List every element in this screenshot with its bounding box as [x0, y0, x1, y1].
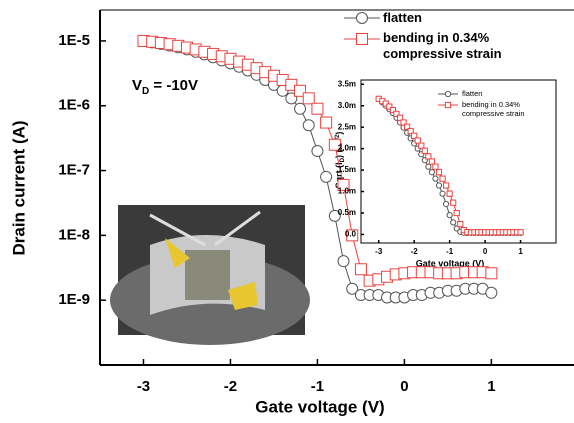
annotation: VD = -10V [132, 77, 198, 97]
photo-probe [149, 213, 206, 247]
data-point [346, 229, 359, 242]
x-tick-label: -1 [446, 247, 454, 256]
data-point [432, 175, 439, 182]
y-tick-label: 2.5m [338, 122, 356, 131]
photo-probe [214, 210, 261, 247]
y-tick-label: 1E-5 [58, 32, 90, 49]
data-point [442, 182, 450, 189]
x-tick-label: -3 [137, 378, 150, 395]
x-tick-label: 1 [487, 378, 495, 395]
data-point [485, 286, 498, 299]
data-point [425, 163, 432, 170]
label-sup: 1/2 [335, 134, 341, 143]
data-point [457, 221, 464, 228]
x-tick-label: 0 [483, 247, 488, 256]
annotation-part: = -10V [149, 77, 198, 94]
data-point [389, 106, 397, 114]
x-tick-label: 0 [400, 378, 408, 395]
x-tick-label: -2 [224, 378, 237, 395]
y-tick-label: 2.0m [338, 144, 356, 153]
y-tick-label: 0.5m [338, 208, 356, 217]
data-point [411, 132, 418, 139]
data-point [302, 119, 315, 132]
y-tick-label: 1E-8 [58, 226, 90, 243]
photo-sample [185, 250, 230, 300]
data-point [354, 263, 367, 276]
x-tick-label: -1 [311, 378, 324, 395]
data-point [337, 178, 350, 191]
data-point [439, 175, 446, 182]
inset-x-axis-label: Gate voltage (V) [416, 258, 485, 268]
legend-marker [444, 101, 452, 109]
x-tick-label: -2 [411, 247, 419, 256]
data-point [432, 163, 439, 170]
data-point [302, 92, 315, 105]
data-point [311, 102, 324, 115]
y-axis-label: Drain current (A) [9, 120, 28, 255]
data-point [428, 158, 436, 165]
y-tick-label: 1E-6 [58, 97, 90, 114]
y-tick-label: 1E-7 [58, 162, 90, 179]
data-point [407, 127, 414, 135]
data-point [442, 200, 450, 208]
data-point [294, 102, 307, 115]
photo-tape [165, 238, 190, 268]
label-sub: D [340, 157, 346, 162]
data-point [485, 267, 498, 280]
data-point [320, 116, 333, 129]
legend-label: bending in 0.34% compressive strain [383, 30, 502, 61]
photo-tape [228, 282, 258, 310]
data-point [425, 153, 432, 160]
label-part: Sqrt (I [334, 162, 344, 188]
data-point [428, 169, 436, 176]
legend-label: flatten [383, 10, 422, 25]
x-tick-label: -3 [375, 247, 383, 256]
y-tick-label: 1.5m [338, 165, 356, 174]
data-point [418, 142, 425, 149]
data-point [346, 282, 359, 295]
data-point [421, 147, 428, 154]
data-point [393, 110, 400, 117]
annotation-sub: D [142, 86, 149, 97]
photo [110, 205, 310, 345]
y-tick-label: 0.0 [345, 230, 357, 239]
data-point [450, 199, 457, 206]
y-tick-label: 1.0m [338, 187, 356, 196]
x-axis-label: Gate voltage (V) [255, 397, 384, 416]
data-point [400, 119, 407, 126]
legend-marker [444, 90, 452, 98]
data-point [435, 182, 443, 189]
data-point [453, 209, 460, 217]
data-point [450, 219, 457, 226]
data-point [446, 190, 453, 197]
x-tick-label: 1 [518, 247, 523, 256]
data-point [403, 123, 411, 130]
y-tick-label: 3.0m [338, 101, 356, 110]
data-point [337, 255, 350, 268]
y-tick-label: 3.5m [338, 79, 356, 88]
label-part: ) [334, 132, 344, 135]
data-point [446, 212, 453, 219]
annotation-part: V [132, 77, 142, 94]
inset-legend-label: bending in 0.34% compressive strain [462, 100, 525, 118]
legend-marker [356, 12, 368, 24]
data-point [320, 170, 333, 183]
data-point [386, 103, 393, 110]
data-point [294, 84, 307, 97]
y-tick-label: 1E-9 [58, 291, 90, 308]
data-point [328, 209, 341, 222]
data-point [328, 138, 341, 151]
legend-marker [356, 33, 368, 45]
data-point [439, 190, 446, 197]
inset-legend-label: flatten [462, 89, 483, 98]
data-point [396, 114, 404, 121]
data-point [311, 145, 324, 158]
data-point [435, 169, 443, 176]
data-point [414, 137, 421, 144]
data-point [517, 229, 524, 236]
